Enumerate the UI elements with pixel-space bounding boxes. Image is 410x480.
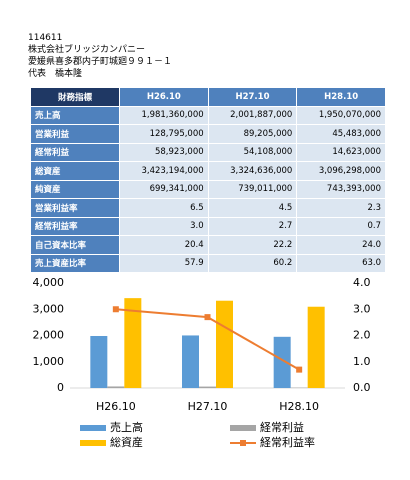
bar: [182, 335, 199, 388]
row: 営業利益 128,795,000 89,205,000 45,483,000: [30, 124, 386, 144]
chart: 0 1,000 2,000 3,000 4,000 0.0 1.0 2.0 3.0 4.0 H26.…: [33, 276, 371, 449]
bar: [273, 336, 291, 388]
cell: 58,923,000: [119, 142, 209, 162]
header-cell: H26.10: [119, 87, 209, 107]
x-tick-label: H28.10: [279, 400, 319, 413]
bar: [124, 298, 142, 388]
marker: [204, 314, 211, 321]
row-label: 売上高: [30, 105, 120, 125]
legend-swatch: [80, 440, 106, 446]
cell: 45,483,000: [296, 124, 386, 144]
row: 純資産 699,341,000 739,011,000 743,393,000: [30, 179, 386, 199]
legend-label: 総資産: [110, 435, 143, 449]
y2-tick-label: 4.0: [353, 276, 371, 289]
row-label: 営業利益: [30, 124, 120, 144]
cell: 699,341,000: [119, 179, 209, 199]
y-tick-label: 4,000: [33, 276, 65, 289]
cell: 54,108,000: [207, 142, 298, 162]
cell: 0.7: [296, 216, 386, 236]
row-label: 自己資本比率: [30, 235, 120, 255]
cell: 3,324,636,000: [207, 161, 298, 181]
row: 売上資産比率 57.9 60.2 63.0: [30, 253, 386, 273]
y-tick-label: 0: [57, 381, 64, 394]
company: 株式会社ブリッジカンパニー: [28, 45, 146, 55]
row-label: 総資産: [30, 161, 120, 181]
legend-label: 売上高: [110, 420, 143, 434]
cell: 2.7: [207, 216, 298, 236]
cell: 22.2: [207, 235, 298, 255]
x-tick-label: H27.10: [188, 400, 228, 413]
cell: 3,423,194,000: [119, 161, 209, 181]
row-label: 経常利益率: [30, 216, 120, 236]
cell: 60.2: [207, 253, 298, 273]
row-label: 売上資産比率: [30, 253, 120, 273]
row: 総資産 3,423,194,000 3,324,636,000 3,096,298,0…: [30, 161, 386, 181]
cell: 3,096,298,000: [296, 161, 386, 181]
row-label: 純資産: [30, 179, 120, 199]
row: 経常利益 58,923,000 54,108,000 14,623,000: [30, 142, 386, 162]
cell: 24.0: [296, 235, 386, 255]
row: 自己資本比率 20.4 22.2 24.0: [30, 235, 386, 255]
address: 愛媛県喜多郡内子町城廻９９１－１: [28, 57, 173, 67]
row: 営業利益率 6.5 4.5 2.3: [30, 198, 386, 218]
bar: [307, 306, 325, 388]
code: 114611: [28, 33, 63, 43]
legend-label: 経常利益: [260, 420, 304, 434]
legend-swatch: [240, 440, 246, 446]
cell: 1,950,070,000: [296, 105, 386, 125]
y2-tick-label: 2.0: [353, 329, 371, 342]
cell: 4.5: [207, 198, 298, 218]
header-cell: H28.10: [296, 87, 386, 107]
y-tick-label: 1,000: [33, 355, 65, 368]
cell: 14,623,000: [296, 142, 386, 162]
cell: 128,795,000: [119, 124, 209, 144]
cell: 739,011,000: [207, 179, 298, 199]
cell: 1,981,360,000: [119, 105, 209, 125]
y2-tick-label: 0.0: [353, 381, 371, 394]
header-cell: 財務指標: [30, 87, 120, 107]
marker: [296, 366, 303, 373]
bar: [216, 300, 233, 388]
legend-label: 経常利益率: [260, 435, 315, 449]
y-tick-label: 3,000: [33, 302, 65, 315]
cell: 2.3: [296, 198, 386, 218]
legend-swatch: [80, 425, 106, 431]
x-tick-label: H26.10: [96, 400, 136, 413]
marker: [112, 306, 119, 313]
cell: 3.0: [119, 216, 209, 236]
row-label: 営業利益率: [30, 198, 120, 218]
cell: 63.0: [296, 253, 386, 273]
row-label: 経常利益: [30, 142, 120, 162]
representative: 代表 橋本隆: [28, 69, 83, 79]
row: 経常利益率 3.0 2.7 0.7: [30, 216, 386, 236]
bar: [90, 335, 108, 388]
cell: 89,205,000: [207, 124, 298, 144]
bar: [199, 386, 216, 388]
header-row: 財務指標 H26.10 H27.10 H28.10: [30, 87, 386, 107]
cell: 2,001,887,000: [207, 105, 298, 125]
bar: [107, 386, 125, 388]
cell: 743,393,000: [296, 179, 386, 199]
cell: 57.9: [119, 253, 209, 273]
cell: 6.5: [119, 198, 209, 218]
y2-tick-label: 3.0: [353, 302, 371, 315]
row: 売上高 1,981,360,000 2,001,887,000 1,950,070,0…: [30, 105, 386, 125]
cell: 20.4: [119, 235, 209, 255]
finance-table: 財務指標 H26.10 H27.10 H28.10 売上高 1,981,360,000 2,…: [30, 87, 386, 273]
y2-tick-label: 1.0: [353, 355, 371, 368]
legend-swatch: [230, 425, 256, 431]
y-tick-label: 2,000: [33, 329, 65, 342]
header-cell: H27.10: [207, 87, 298, 107]
